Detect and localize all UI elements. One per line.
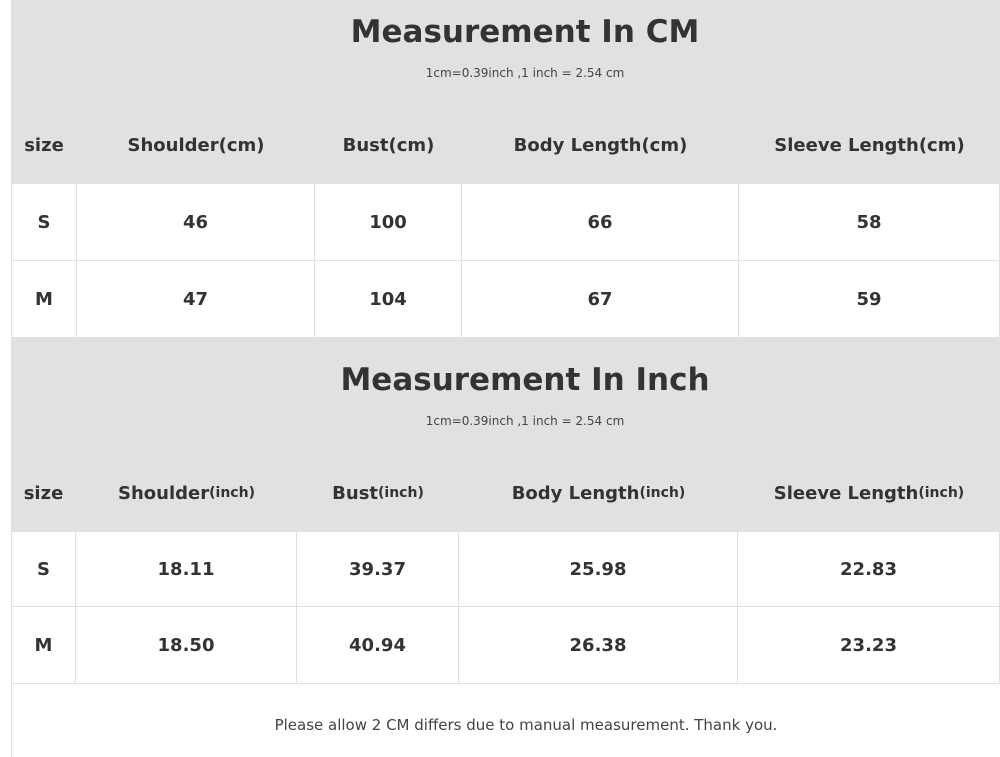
header-shoulder: Shoulder(cm) <box>127 134 265 156</box>
cm-header-section <box>11 0 1000 184</box>
table-cell: S <box>11 532 76 606</box>
table-cell: 40.94 <box>297 607 459 683</box>
table-cell: 23.23 <box>738 607 1000 683</box>
inch-title: Measurement In Inch <box>340 362 710 398</box>
table-cell: 67 <box>462 261 739 337</box>
inch-header-section <box>11 338 1000 532</box>
table-cell: 39.37 <box>297 532 459 606</box>
inch-subtitle: 1cm=0.39inch ,1 inch = 2.54 cm <box>425 414 625 428</box>
cm-header-row: size Shoulder(cm) Bust(cm) Body Length(c… <box>11 120 1000 170</box>
header-body-length: Body Length(cm) <box>513 134 688 156</box>
table-cell: 26.38 <box>459 607 738 683</box>
footer-note: Please allow 2 CM differs due to manual … <box>11 684 1000 757</box>
table-row: M 47 104 67 59 <box>11 261 1000 338</box>
header-bust: Bust(cm) <box>342 134 435 156</box>
table-cell: 47 <box>77 261 315 337</box>
header-size: size <box>23 482 64 504</box>
cm-subtitle: 1cm=0.39inch ,1 inch = 2.54 cm <box>425 66 625 80</box>
header-bust: Bust (inch) <box>332 482 424 504</box>
table-cell: 100 <box>315 184 462 260</box>
table-row: S 18.11 39.37 25.98 22.83 <box>11 532 1000 607</box>
table-cell: 46 <box>77 184 315 260</box>
inch-header-row: size Shoulder (inch) Bust (inch) Body Len… <box>11 468 1000 518</box>
header-shoulder: Shoulder (inch) <box>118 482 255 504</box>
table-row: M 18.50 40.94 26.38 23.23 <box>11 607 1000 684</box>
header-sleeve-length: Sleeve Length (inch) <box>773 482 965 504</box>
table-cell: M <box>11 261 77 337</box>
table-cell: 25.98 <box>459 532 738 606</box>
table-cell: 18.50 <box>76 607 297 683</box>
cm-title: Measurement In CM <box>350 14 700 50</box>
header-body-length: Body Length (inch) <box>511 482 686 504</box>
table-cell: 59 <box>739 261 1000 337</box>
header-size: size <box>24 134 64 156</box>
table-cell: 104 <box>315 261 462 337</box>
table-cell: 18.11 <box>76 532 297 606</box>
header-sleeve-length: Sleeve Length(cm) <box>774 134 965 156</box>
table-cell: M <box>11 607 76 683</box>
table-cell: 66 <box>462 184 739 260</box>
table-cell: S <box>11 184 77 260</box>
table-row: S 46 100 66 58 <box>11 184 1000 261</box>
table-cell: 58 <box>739 184 1000 260</box>
table-cell: 22.83 <box>738 532 1000 606</box>
